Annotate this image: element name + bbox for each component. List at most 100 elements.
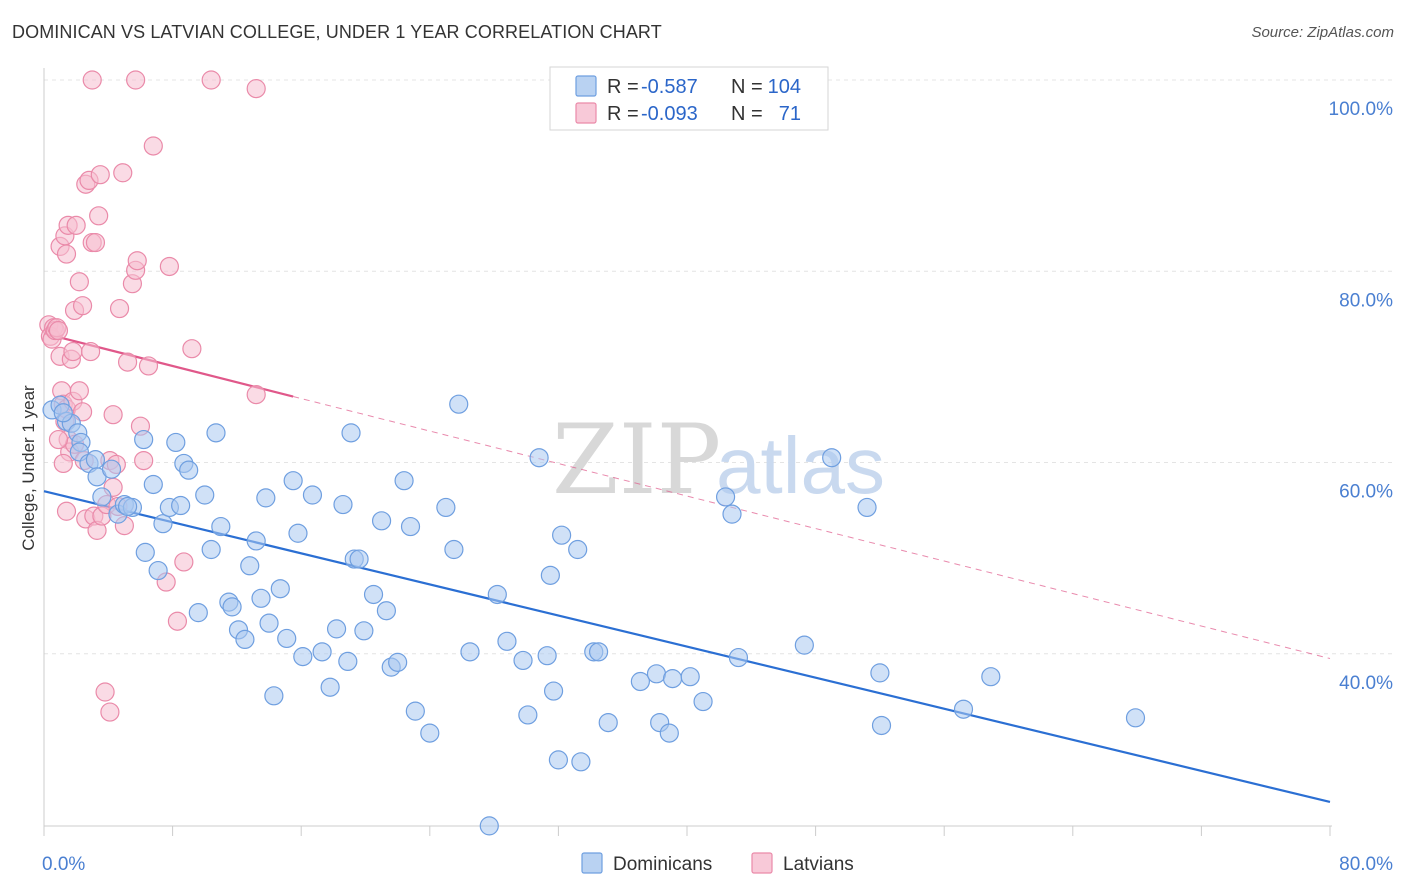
dominicans-point [354, 621, 374, 641]
dominicans-point [420, 723, 440, 743]
y-axis-label: College, Under 1 year [19, 385, 38, 551]
axes [43, 68, 1332, 836]
dominicans-point [195, 485, 215, 505]
dominicans-point [333, 494, 353, 515]
latvians-point [56, 244, 77, 264]
dominicans-point [728, 647, 749, 668]
y-tick-labels: 40.0% 60.0% 80.0% 100.0% [1329, 99, 1394, 694]
dominicans-point [871, 715, 892, 736]
x-tick-labels: 0.0% 80.0% [42, 854, 1393, 875]
dominicans-point [222, 597, 242, 617]
chart-title: DOMINICAN VS LATVIAN COLLEGE, UNDER 1 YE… [12, 22, 662, 42]
latvians-point [143, 136, 163, 156]
dominicans-point [134, 429, 154, 450]
dominicans-point [235, 629, 255, 650]
latvians-point [174, 552, 194, 572]
dominicans-point [552, 525, 572, 545]
dominicans-point [153, 514, 173, 534]
dominicans-point [659, 723, 679, 743]
dominicans-point [302, 485, 323, 505]
dominicans-point [101, 459, 122, 479]
dominicans-point [376, 601, 396, 621]
dominicans-point [646, 664, 667, 684]
latvians-point [81, 341, 101, 362]
dominicans-point [148, 560, 168, 581]
y-tick-label: 40.0% [1339, 673, 1393, 694]
dominicans-point [264, 686, 284, 706]
dominicans-point [363, 584, 384, 605]
dominicans-point [588, 642, 609, 662]
latvians-point [95, 682, 115, 702]
dominicans-point [349, 549, 369, 569]
latvians-point [72, 296, 93, 316]
latvians-point [167, 611, 188, 631]
dominicans-point [143, 474, 163, 495]
dominicans-points [42, 394, 1146, 836]
latvians-point [82, 70, 102, 90]
dominicans-point [680, 667, 700, 687]
dominicans-point [338, 651, 358, 672]
dominicans-point [715, 487, 736, 507]
legend-r-label-1: R = [607, 76, 639, 98]
legend-r-value-2: -0.093 [641, 103, 698, 125]
dominicans-point [312, 642, 332, 662]
dominicans-point [135, 542, 155, 562]
dominicans-point [568, 539, 588, 560]
latvians-point [109, 298, 130, 319]
dominicans-point [400, 516, 421, 537]
latvians-point [117, 352, 138, 372]
latvians-point [69, 381, 89, 401]
legend-r-label-2: R = [607, 103, 639, 125]
latvians-point [138, 356, 159, 376]
latvians-point [113, 163, 133, 183]
latvians-point [134, 450, 154, 471]
dominicans-point [251, 588, 271, 608]
dominicans-point [722, 504, 742, 524]
legend: R = -0.587 N = 104 R = -0.093 N = 71 [549, 66, 829, 131]
dominicans-point [598, 712, 618, 733]
dominicans-point [288, 523, 308, 543]
latvians-point [48, 320, 69, 341]
bottom-legend-swatch-latvians [751, 852, 773, 874]
dominicans-point [953, 699, 974, 719]
latvians-trend-extension [293, 396, 1331, 660]
legend-swatch-dominicans [575, 75, 597, 97]
latvians-point [182, 339, 202, 359]
dominicans-point [326, 619, 347, 639]
latvians-point [159, 256, 179, 277]
latvians-point [246, 79, 266, 99]
dominicans-point [277, 628, 297, 649]
latvians-point [69, 272, 89, 292]
y-tick-label: 60.0% [1339, 482, 1393, 503]
bottom-legend-latvians: Latvians [783, 854, 854, 875]
dominicans-point [537, 646, 557, 666]
dominicans-point [179, 460, 199, 480]
y-tick-label: 80.0% [1339, 290, 1393, 311]
latvians-point [126, 70, 146, 90]
dominicans-point [870, 663, 890, 683]
x-tick-label: 0.0% [42, 854, 85, 875]
dominicans-point [479, 816, 499, 836]
dominicans-point [171, 495, 191, 516]
latvians-point [72, 402, 93, 422]
latvians-point [66, 215, 86, 235]
dominicans-point [548, 750, 569, 770]
dominicans-point [540, 565, 560, 585]
bottom-legend-dominicans: Dominicans [613, 854, 712, 875]
dominicans-point [394, 471, 414, 491]
y-tick-label: 100.0% [1329, 99, 1394, 120]
dominicans-point [92, 487, 112, 507]
dominicans-point [630, 671, 650, 692]
legend-n-value-2: 71 [779, 103, 801, 125]
source-label: Source: ZipAtlas.com [1251, 24, 1394, 41]
legend-n-value-1: 104 [768, 76, 801, 98]
dominicans-point [206, 423, 226, 443]
watermark-atlas: atlas [716, 421, 885, 510]
dominicans-point [293, 647, 313, 667]
dominicans-point [693, 691, 713, 712]
dominicans-point [449, 394, 469, 414]
dominicans-point [259, 613, 279, 633]
latvians-point [100, 702, 120, 722]
dominicans-point [320, 677, 340, 697]
